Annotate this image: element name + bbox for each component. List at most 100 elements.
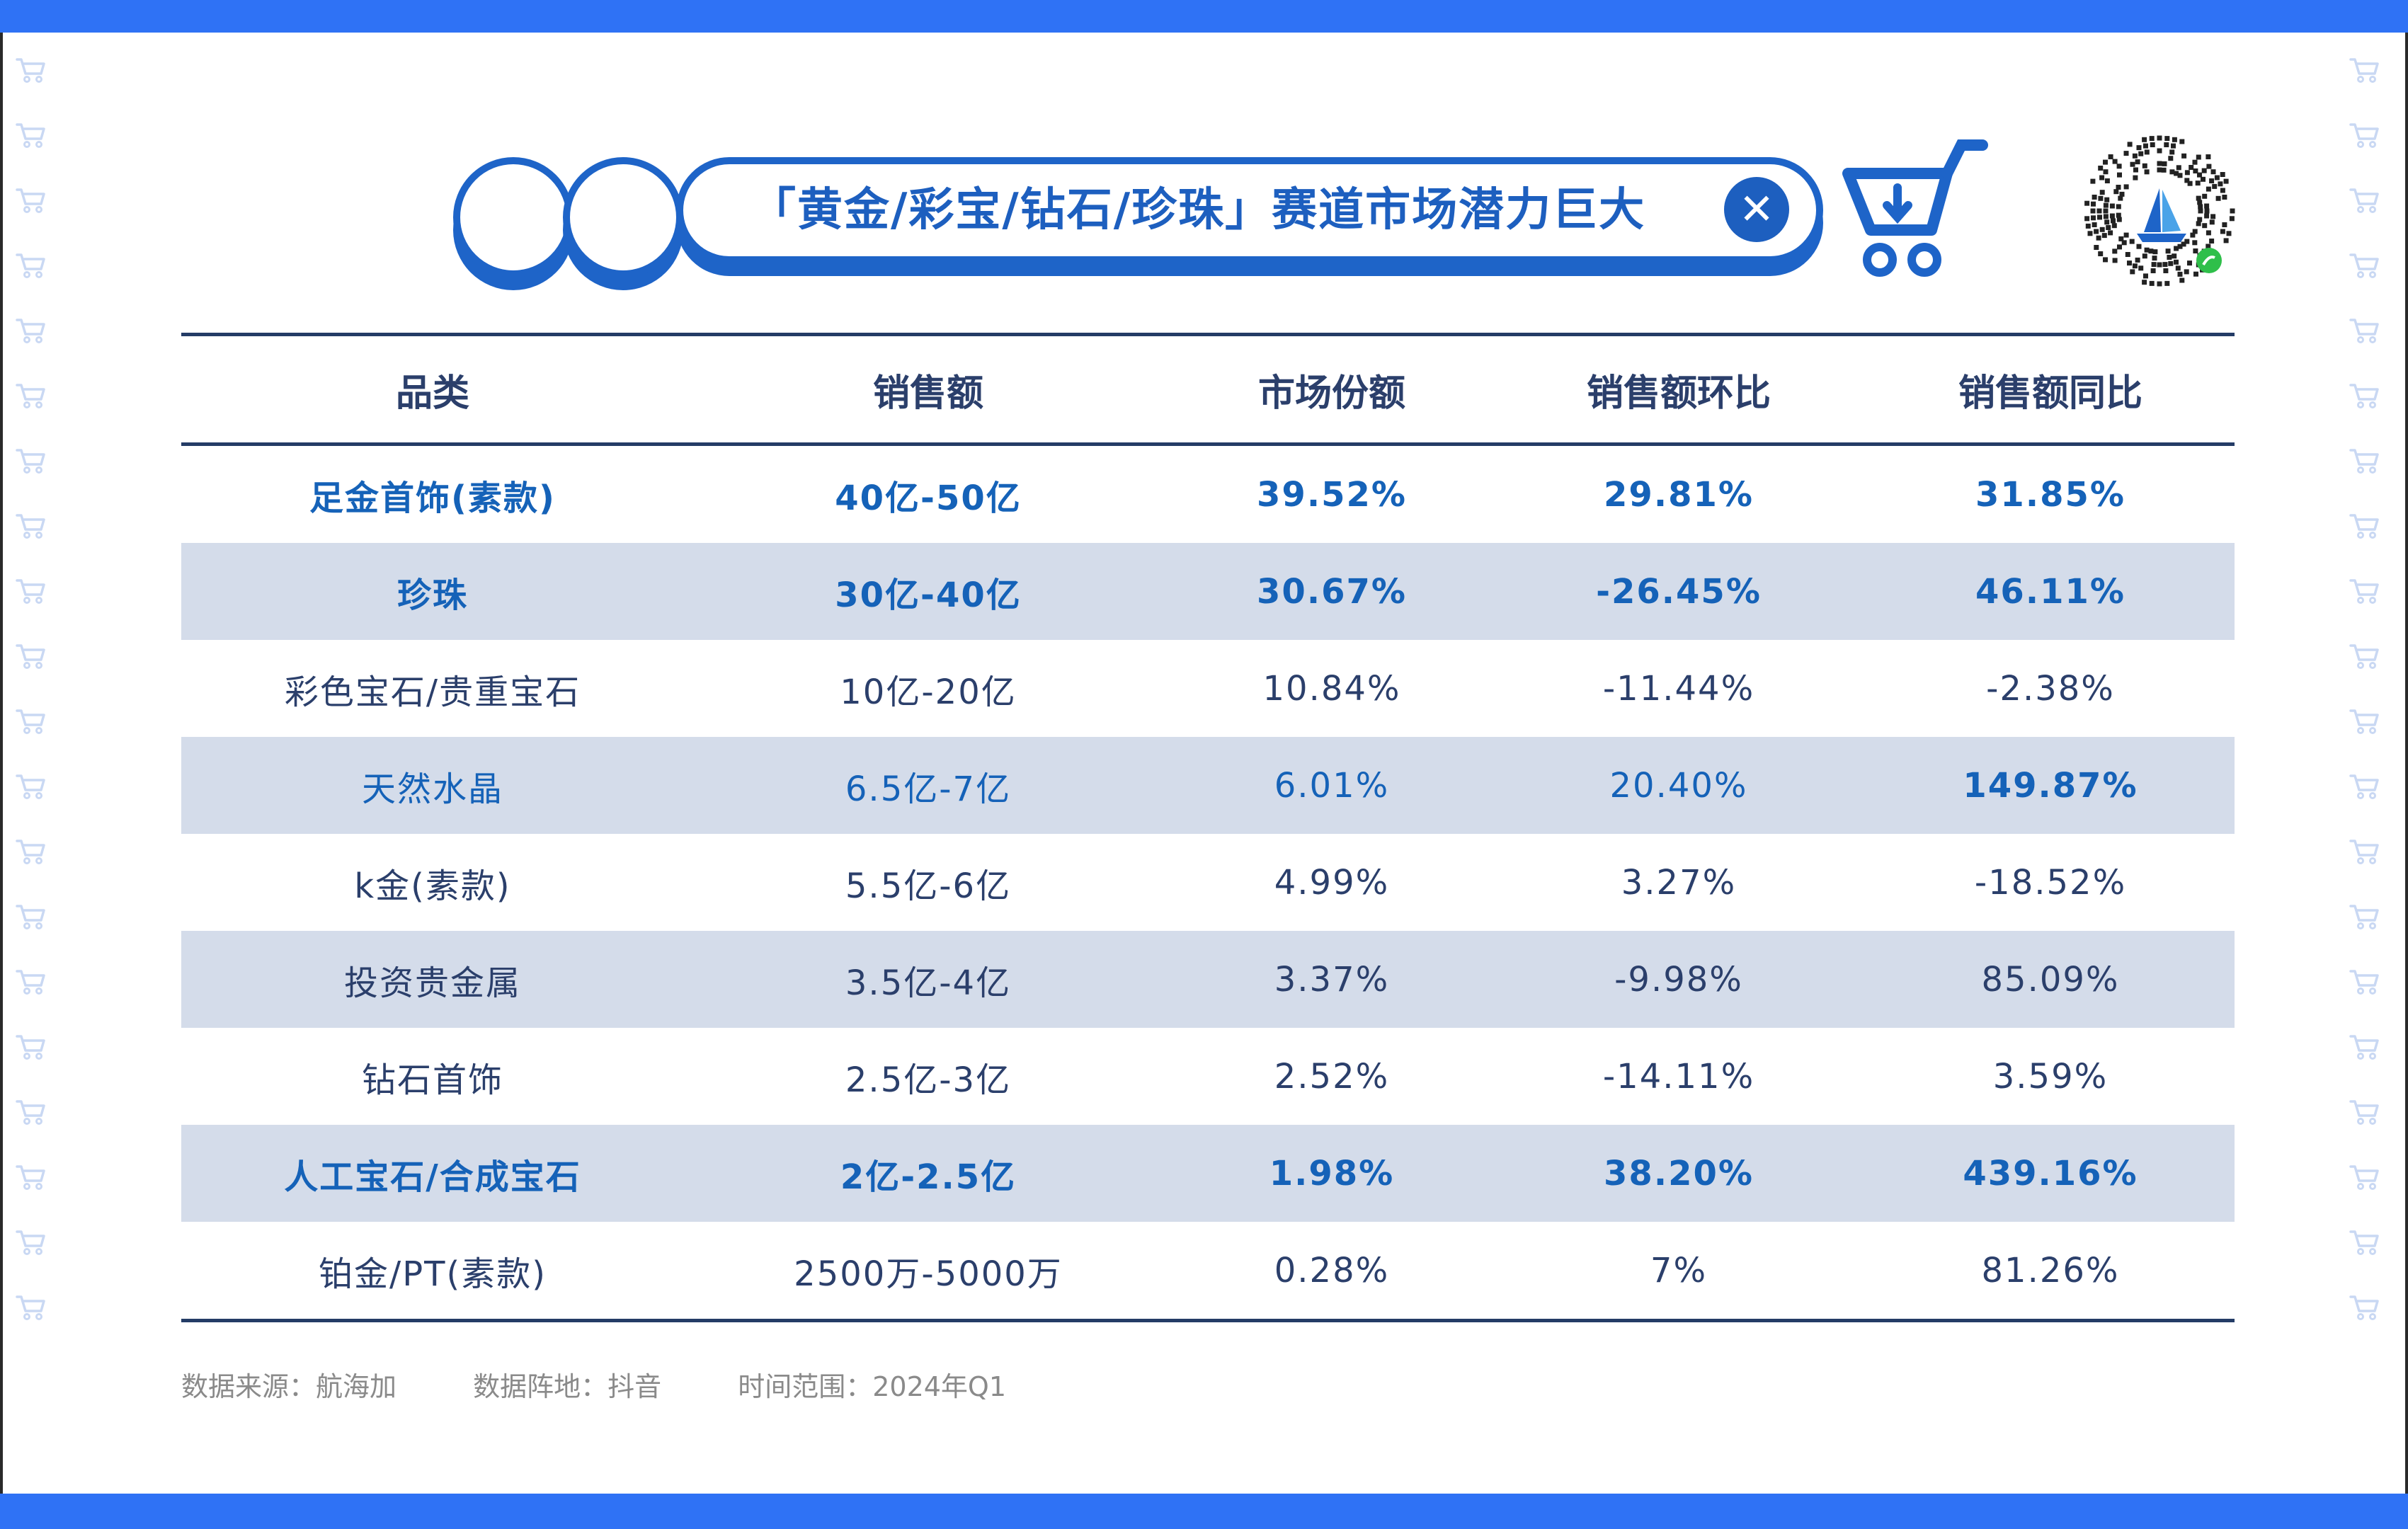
column-header: 品类 bbox=[395, 372, 469, 415]
table-rule bbox=[181, 442, 2235, 446]
cart-icon bbox=[2349, 1165, 2379, 1190]
table-cell: 7% bbox=[1650, 1250, 1708, 1290]
table-cell: 人工宝石/合成宝石 bbox=[284, 1157, 581, 1197]
cart-icon bbox=[16, 319, 45, 343]
table-rule bbox=[181, 333, 2235, 336]
bottom-band bbox=[0, 1494, 2408, 1529]
cart-icon bbox=[2349, 970, 2379, 995]
cart-icon bbox=[2349, 905, 2379, 929]
table-row: 钻石首饰 2.5亿-3亿 2.52% -14.11% 3.59% bbox=[181, 1028, 2235, 1125]
table-cell: 30亿-40亿 bbox=[835, 575, 1022, 615]
column-header: 销售额同比 bbox=[1958, 372, 2142, 415]
table-cell: 3.5亿-4亿 bbox=[845, 963, 1012, 1003]
table-cell: 彩色宝石/贵重宝石 bbox=[284, 672, 581, 712]
column-header: 销售额环比 bbox=[1586, 372, 1771, 415]
source-note: 数据来源：航海加 bbox=[181, 1371, 397, 1402]
cart-icon bbox=[2349, 253, 2379, 278]
cart-icon bbox=[2349, 319, 2379, 343]
table-cell: 4.99% bbox=[1274, 862, 1390, 903]
table-rule bbox=[181, 1319, 2235, 1322]
cart-icon bbox=[16, 840, 45, 864]
cart-icon bbox=[16, 905, 45, 929]
table-cell: 31.85% bbox=[1975, 474, 2125, 515]
table-cell: 10.84% bbox=[1262, 668, 1401, 709]
table-cell: 85.09% bbox=[1981, 959, 2120, 1000]
table-cell: 1.98% bbox=[1269, 1153, 1395, 1193]
table-row: k金(素款) 5.5亿-6亿 4.99% 3.27% -18.52% bbox=[181, 834, 2235, 931]
cart-icon bbox=[2349, 188, 2379, 213]
cart-icon bbox=[2349, 1230, 2379, 1255]
table-cell: 30.67% bbox=[1257, 571, 1407, 612]
table-cell: 2500万-5000万 bbox=[794, 1254, 1063, 1294]
table-cell: 29.81% bbox=[1604, 474, 1754, 515]
cart-icon bbox=[16, 1100, 45, 1125]
title-banner: 「黄金/彩宝/钻石/珍珠」赛道市场潜力巨大 ✕ bbox=[676, 157, 1823, 263]
cart-icon bbox=[16, 1035, 45, 1060]
cart-icon bbox=[16, 579, 45, 604]
table-cell: 天然水晶 bbox=[361, 769, 503, 809]
table-cell: 81.26% bbox=[1981, 1250, 2120, 1290]
cart-pattern-left bbox=[16, 57, 58, 1359]
table-row: 珍珠 30亿-40亿 30.67% -26.45% 46.11% bbox=[181, 543, 2235, 640]
table-cell: 6.01% bbox=[1274, 765, 1390, 806]
cart-icon bbox=[2349, 709, 2379, 734]
cart-icon bbox=[16, 709, 45, 734]
table-header-row: 品类 销售额 市场份额 销售额环比 销售额同比 bbox=[181, 336, 2235, 442]
table-cell: 3.59% bbox=[1992, 1056, 2109, 1096]
table-cell: 投资贵金属 bbox=[343, 963, 521, 1003]
table-cell: 钻石首饰 bbox=[361, 1060, 503, 1100]
cart-icon bbox=[2349, 58, 2379, 83]
cart-icon bbox=[16, 253, 45, 278]
cart-icon bbox=[1842, 139, 1988, 277]
circle-decoration-icon bbox=[453, 157, 574, 277]
cart-icon bbox=[16, 123, 45, 148]
table-cell: 149.87% bbox=[1963, 765, 2138, 806]
table-cell: -2.38% bbox=[1986, 668, 2115, 709]
cart-icon bbox=[16, 774, 45, 799]
cart-icon bbox=[16, 58, 45, 83]
table-cell: 6.5亿-7亿 bbox=[845, 769, 1012, 809]
table-cell: -18.52% bbox=[1974, 862, 2127, 903]
table-cell: 10亿-20亿 bbox=[840, 672, 1017, 712]
qr-code-icon bbox=[2080, 132, 2239, 290]
circle-decoration-icon bbox=[563, 157, 683, 277]
table-cell: 5.5亿-6亿 bbox=[845, 866, 1012, 906]
cart-icon bbox=[16, 644, 45, 669]
table-cell: 珍珠 bbox=[396, 575, 468, 615]
table-cell: 2亿-2.5亿 bbox=[840, 1157, 1017, 1197]
cart-icon bbox=[2349, 1100, 2379, 1125]
cart-icon bbox=[16, 384, 45, 408]
table-cell: 2.52% bbox=[1274, 1056, 1390, 1096]
table-cell: 439.16% bbox=[1963, 1153, 2138, 1193]
cart-icon bbox=[16, 1165, 45, 1190]
top-band bbox=[0, 0, 2408, 33]
table-cell: 20.40% bbox=[1609, 765, 1748, 806]
cart-icon bbox=[2349, 774, 2379, 799]
page-title: 「黄金/彩宝/钻石/珍珠」赛道市场潜力巨大 bbox=[751, 184, 1646, 236]
close-icon[interactable]: ✕ bbox=[1724, 177, 1789, 242]
table-row: 人工宝石/合成宝石 2亿-2.5亿 1.98% 38.20% 439.16% bbox=[181, 1125, 2235, 1222]
table-cell: 铂金/PT(素款) bbox=[319, 1254, 547, 1294]
table-cell: k金(素款) bbox=[354, 866, 511, 906]
cart-icon bbox=[16, 514, 45, 539]
table-cell: 0.28% bbox=[1274, 1250, 1390, 1290]
data-table: 品类 销售额 市场份额 销售额环比 销售额同比 足金首饰(素款) 40亿-50亿… bbox=[181, 333, 2235, 1322]
table-cell: 46.11% bbox=[1975, 571, 2125, 612]
table-cell: -9.98% bbox=[1614, 959, 1743, 1000]
table-cell: 足金首饰(素款) bbox=[309, 478, 556, 518]
table-cell: 3.27% bbox=[1621, 862, 1737, 903]
cart-icon bbox=[2349, 123, 2379, 148]
column-header: 市场份额 bbox=[1257, 372, 1405, 415]
table-cell: -11.44% bbox=[1602, 668, 1755, 709]
table-cell: -26.45% bbox=[1596, 571, 1762, 612]
table-row: 足金首饰(素款) 40亿-50亿 39.52% 29.81% 31.85% bbox=[181, 446, 2235, 543]
cart-icon bbox=[16, 1295, 45, 1320]
table-row: 天然水晶 6.5亿-7亿 6.01% 20.40% 149.87% bbox=[181, 737, 2235, 834]
cart-icon bbox=[2349, 449, 2379, 474]
table-cell: -14.11% bbox=[1602, 1056, 1755, 1096]
cart-icon bbox=[2349, 644, 2379, 669]
footer-notes: 数据来源：航海加 数据阵地：抖音 时间范围：2024年Q1 bbox=[181, 1365, 1074, 1404]
cart-icon bbox=[2349, 1295, 2379, 1320]
table-row: 铂金/PT(素款) 2500万-5000万 0.28% 7% 81.26% bbox=[181, 1222, 2235, 1319]
cart-pattern-right bbox=[2349, 57, 2392, 1359]
